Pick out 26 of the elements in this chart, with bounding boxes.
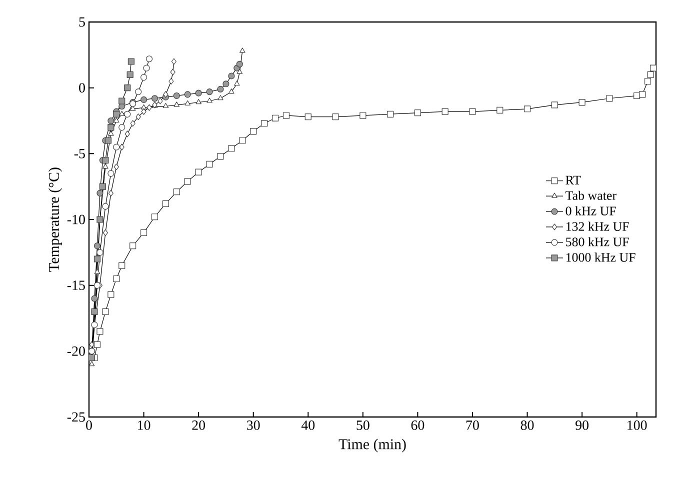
- x-tick-label: 80: [520, 420, 534, 430]
- y-tick-label: 0: [79, 83, 85, 93]
- legend-label: Tab water: [566, 190, 616, 200]
- y-axis-title: Temperature (°C): [48, 168, 62, 272]
- y-tick-label: -25: [67, 412, 85, 422]
- x-tick-label: 100: [628, 420, 647, 430]
- x-tick-label: 60: [411, 420, 424, 430]
- x-tick-label: 70: [466, 420, 479, 430]
- legend-label: 132 kHz UF: [566, 222, 629, 231]
- legend-label: 1000 kHz UF: [566, 252, 636, 262]
- x-tick-label: 0: [86, 420, 92, 430]
- y-tick-label: -5: [74, 149, 85, 158]
- legend-label: 580 kHz UF: [566, 237, 629, 246]
- x-axis-title: Time (min): [338, 438, 406, 452]
- x-tick-label: 10: [138, 420, 150, 430]
- x-tick-label: 90: [576, 420, 588, 430]
- y-tick-label: -20: [67, 346, 85, 356]
- legend-label: RT: [566, 176, 581, 184]
- x-tick-label: 30: [247, 420, 260, 430]
- legend-label: 0 kHz UF: [566, 206, 616, 216]
- y-tick-label: -10: [67, 214, 85, 224]
- y-tick-label: 5: [79, 17, 85, 27]
- x-tick-label: 40: [301, 420, 315, 430]
- x-tick-label: 50: [356, 420, 370, 430]
- y-tick-label: -15: [67, 280, 85, 290]
- x-tick-label: 20: [192, 420, 206, 430]
